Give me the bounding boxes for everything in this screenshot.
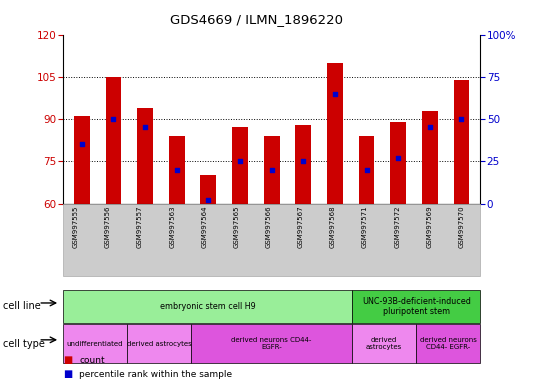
Point (141, 124, 150, 131)
Text: GSM997565: GSM997565 (234, 205, 240, 248)
Text: GSM997570: GSM997570 (459, 205, 465, 248)
Text: GSM997566: GSM997566 (266, 205, 272, 248)
Point (109, 116, 118, 122)
Text: GSM997555: GSM997555 (73, 205, 79, 248)
Bar (327, 63, 343, 204)
Text: embryonic stem cell H9: embryonic stem cell H9 (159, 302, 255, 311)
Text: GSM997557: GSM997557 (137, 205, 143, 248)
Bar (169, 136, 185, 204)
Text: GSM997564: GSM997564 (201, 205, 207, 248)
Point (457, 116, 466, 122)
Point (173, 167, 181, 173)
Text: UNC-93B-deficient-induced
pluripotent stem: UNC-93B-deficient-induced pluripotent st… (362, 296, 471, 316)
Text: undifferentiated: undifferentiated (67, 341, 123, 347)
Point (299, 158, 307, 164)
Text: ■: ■ (63, 355, 72, 365)
Point (330, 91, 339, 97)
Text: GSM997569: GSM997569 (426, 205, 432, 248)
Bar (200, 175, 216, 204)
Point (425, 124, 434, 131)
Bar (295, 125, 311, 204)
Text: derived neurons
CD44- EGFR-: derived neurons CD44- EGFR- (420, 337, 477, 350)
Point (204, 197, 213, 203)
Text: GDS4669 / ILMN_1896220: GDS4669 / ILMN_1896220 (170, 13, 343, 26)
Text: derived neurons CD44-
EGFR-: derived neurons CD44- EGFR- (232, 337, 312, 350)
Text: percentile rank within the sample: percentile rank within the sample (79, 370, 232, 379)
Text: cell line: cell line (3, 301, 40, 311)
Text: cell type: cell type (3, 339, 45, 349)
Text: ■: ■ (63, 369, 72, 379)
Text: GSM997572: GSM997572 (394, 205, 400, 248)
Point (268, 167, 276, 173)
Point (236, 158, 245, 164)
Bar (454, 79, 470, 204)
Bar (105, 77, 121, 204)
Text: GSM997567: GSM997567 (298, 205, 304, 248)
Bar (137, 108, 153, 204)
Text: GSM997556: GSM997556 (105, 205, 111, 248)
Bar (232, 127, 248, 204)
Text: GSM997568: GSM997568 (330, 205, 336, 248)
Text: count: count (79, 356, 105, 365)
Text: GSM997571: GSM997571 (362, 205, 368, 248)
Bar (264, 136, 280, 204)
Bar (74, 116, 90, 204)
Text: derived astrocytes: derived astrocytes (127, 341, 192, 347)
Point (362, 167, 371, 173)
Point (394, 155, 402, 161)
Text: derived
astrocytes: derived astrocytes (366, 337, 402, 350)
Text: GSM997563: GSM997563 (169, 205, 175, 248)
Bar (359, 136, 375, 204)
Bar (422, 111, 438, 204)
Point (78, 141, 86, 147)
Bar (390, 122, 406, 204)
